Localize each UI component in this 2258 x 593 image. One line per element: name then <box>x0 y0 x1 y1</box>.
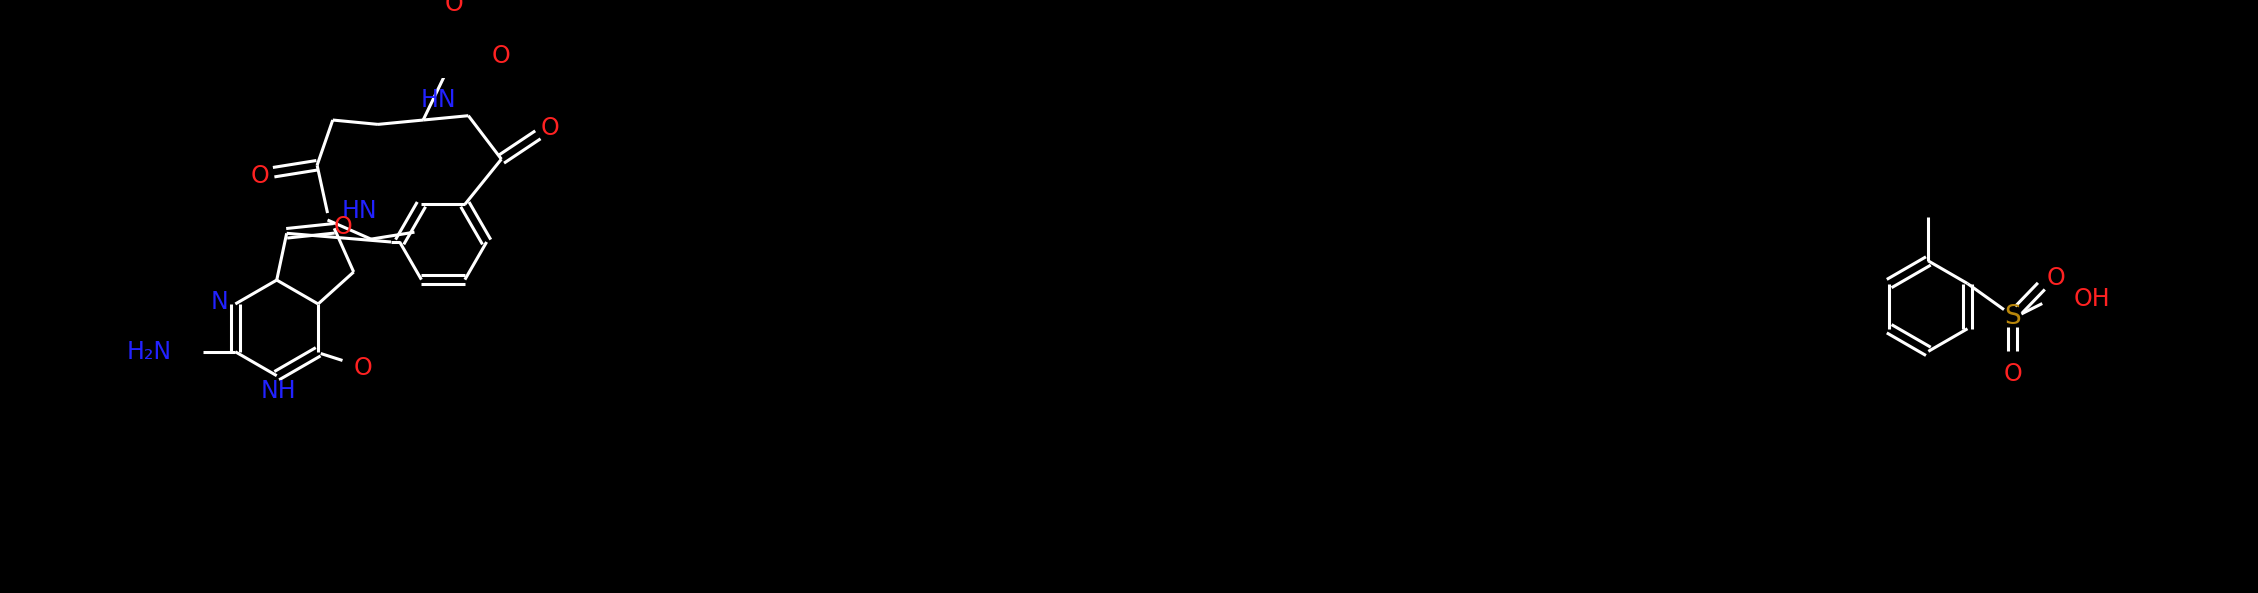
Text: N: N <box>210 290 228 314</box>
Text: H₂N: H₂N <box>126 340 172 364</box>
Text: O: O <box>334 215 352 239</box>
Text: HN: HN <box>420 88 456 112</box>
Text: O: O <box>251 164 269 187</box>
Text: OH: OH <box>2073 287 2111 311</box>
Text: O: O <box>355 356 373 380</box>
Text: S: S <box>2005 304 2021 330</box>
Text: O: O <box>2003 362 2023 386</box>
Text: NH: NH <box>260 380 296 403</box>
Text: HN: HN <box>341 199 377 223</box>
Text: O: O <box>2046 266 2066 291</box>
Text: O: O <box>492 44 510 68</box>
Text: O: O <box>445 0 463 15</box>
Text: O: O <box>540 116 560 140</box>
